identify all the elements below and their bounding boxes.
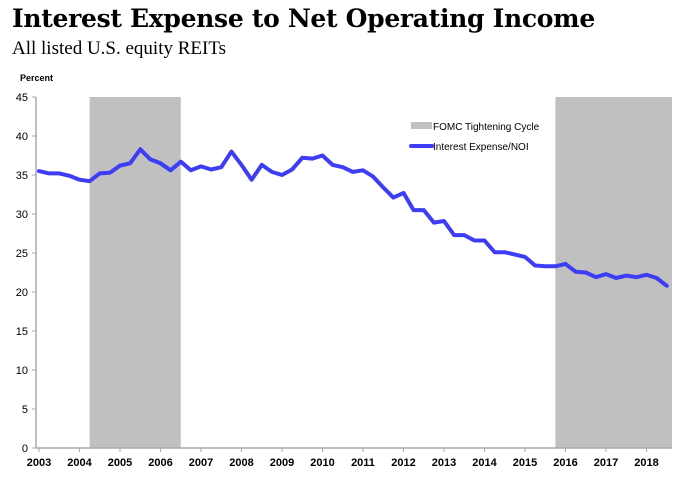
x-tick-label: 2011 <box>351 457 375 469</box>
y-tick-label: 45 <box>16 92 28 104</box>
x-tick-label: 2018 <box>634 457 658 469</box>
x-tick-label: 2004 <box>67 457 92 469</box>
x-tick-label: 2014 <box>472 457 497 469</box>
shaded-region-2 <box>555 97 672 448</box>
x-tick-label: 2003 <box>27 457 51 469</box>
y-axis-label: Percent <box>20 73 54 83</box>
y-tick-label: 35 <box>16 170 28 182</box>
chart-title: Interest Expense to Net Operating Income <box>12 4 595 33</box>
y-tick-label: 15 <box>16 326 28 338</box>
x-tick-label: 2006 <box>148 457 172 469</box>
legend-label: Interest Expense/NOI <box>433 142 529 153</box>
y-tick-label: 30 <box>16 209 28 221</box>
legend-swatch-fomc <box>411 122 432 129</box>
x-tick-label: 2008 <box>229 457 253 469</box>
x-tick-label: 2010 <box>310 457 334 469</box>
x-tick-label: 2016 <box>553 457 577 469</box>
y-tick-label: 20 <box>16 287 28 299</box>
y-tick-label: 40 <box>16 131 28 143</box>
axes: 0 5 10 15 20 25 30 35 40 45 2003 2004 2005 2006 2007 20… <box>16 92 672 469</box>
legend: FOMC Tightening Cycle Interest Expense/NO… <box>409 122 540 153</box>
series-line-interest-expense-noi <box>37 147 669 288</box>
shaded-region-1 <box>89 97 181 448</box>
x-tick-label: 2015 <box>513 457 537 469</box>
series-lines <box>37 147 669 288</box>
x-tick-label: 2007 <box>189 457 213 469</box>
x-tick-label: 2009 <box>270 457 294 469</box>
y-tick-label: 0 <box>22 443 28 455</box>
x-tick-label: 2013 <box>432 457 456 469</box>
x-tick-label: 2012 <box>391 457 415 469</box>
y-tick-label: 25 <box>16 248 28 260</box>
x-tick-label: 2005 <box>108 457 132 469</box>
y-tick-label: 10 <box>16 365 28 377</box>
x-tick-label: 2017 <box>594 457 618 469</box>
y-tick-label: 5 <box>22 404 28 416</box>
chart-subtitle: All listed U.S. equity REITs <box>12 38 227 59</box>
legend-label: FOMC Tightening Cycle <box>433 122 540 133</box>
